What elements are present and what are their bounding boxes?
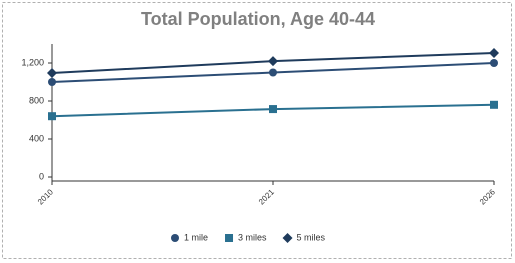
- x-tick-label: 2021: [257, 187, 276, 206]
- y-tick-label: 1,200: [21, 57, 44, 67]
- legend-marker: [171, 234, 179, 242]
- point: [490, 59, 498, 67]
- legend-label: 1 mile: [184, 232, 208, 242]
- x-tick-label: 2026: [478, 187, 497, 206]
- y-tick-label: 800: [29, 95, 44, 105]
- legend-marker: [282, 233, 293, 243]
- y-tick-label: 0: [39, 171, 44, 181]
- point: [489, 48, 499, 59]
- point: [48, 112, 56, 121]
- point: [47, 67, 57, 78]
- legend-label: 3 miles: [238, 232, 267, 242]
- y-tick-label: 400: [29, 133, 44, 143]
- chart-title: Total Population, Age 40-44: [141, 9, 375, 29]
- legend-marker: [225, 234, 234, 242]
- x-tick-label: 2010: [36, 187, 55, 206]
- point: [268, 56, 278, 67]
- point: [490, 100, 498, 109]
- point: [48, 78, 56, 86]
- point: [269, 68, 277, 77]
- frame: [2, 2, 512, 259]
- point: [269, 105, 277, 114]
- legend-label: 5 miles: [297, 232, 326, 242]
